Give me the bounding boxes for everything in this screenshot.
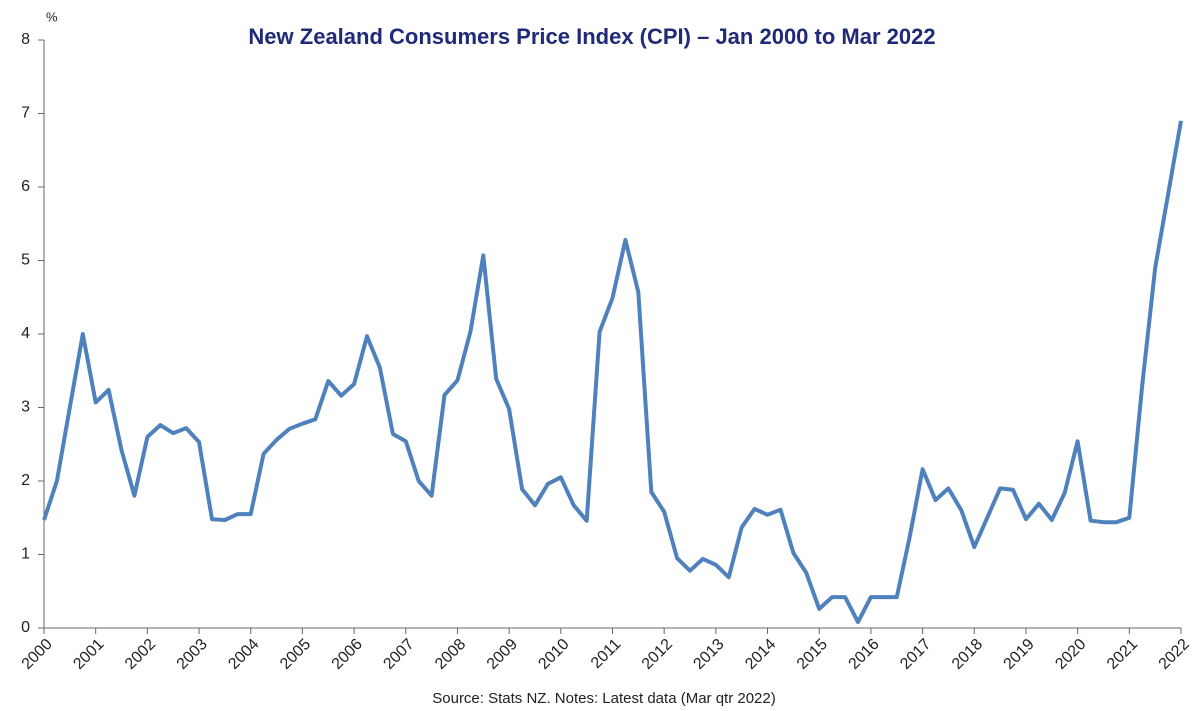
y-tick-label: 8	[21, 31, 30, 48]
y-tick-label: 7	[21, 105, 30, 122]
y-tick-label: 1	[21, 546, 30, 563]
x-tick-label: 2020	[1052, 636, 1089, 673]
cpi-line	[42, 120, 1183, 625]
x-tick-label: 2007	[380, 636, 417, 673]
x-tick-label: 2018	[949, 636, 986, 673]
x-tick-label: 2017	[897, 636, 934, 673]
x-tick-label: 2001	[70, 636, 107, 673]
y-axis-label: %	[46, 9, 58, 24]
x-tick-label: 2010	[535, 636, 572, 673]
x-tick-label: 2009	[484, 636, 521, 673]
x-tick-label: 2003	[174, 636, 211, 673]
x-tick-label: 2015	[794, 636, 831, 673]
y-tick-label: 4	[21, 325, 30, 342]
x-tick-label: 2000	[19, 636, 56, 673]
x-tick-label: 2008	[432, 636, 469, 673]
x-tick-label: 2005	[277, 636, 314, 673]
x-tick-label: 2004	[225, 636, 262, 673]
x-tick-label: 2016	[846, 636, 883, 673]
x-tick-label: 2012	[639, 636, 676, 673]
y-tick-label: 3	[21, 399, 30, 416]
x-tick-label: 2021	[1104, 636, 1141, 673]
chart-title: New Zealand Consumers Price Index (CPI) …	[248, 24, 935, 49]
y-tick-label: 6	[21, 178, 30, 195]
y-tick-label: 5	[21, 252, 30, 269]
x-tick-label: 2006	[329, 636, 366, 673]
x-tick-label: 2019	[1001, 636, 1038, 673]
x-tick-label: 2011	[588, 636, 624, 672]
source-note: Source: Stats NZ. Notes: Latest data (Ma…	[432, 690, 775, 707]
y-tick-label: 0	[21, 619, 30, 636]
x-tick-label: 2002	[122, 636, 159, 673]
x-tick-label: 2014	[742, 636, 779, 673]
x-tick-label: 2013	[690, 636, 727, 673]
y-tick-label: 2	[21, 472, 30, 489]
x-tick-label: 2022	[1156, 636, 1192, 673]
